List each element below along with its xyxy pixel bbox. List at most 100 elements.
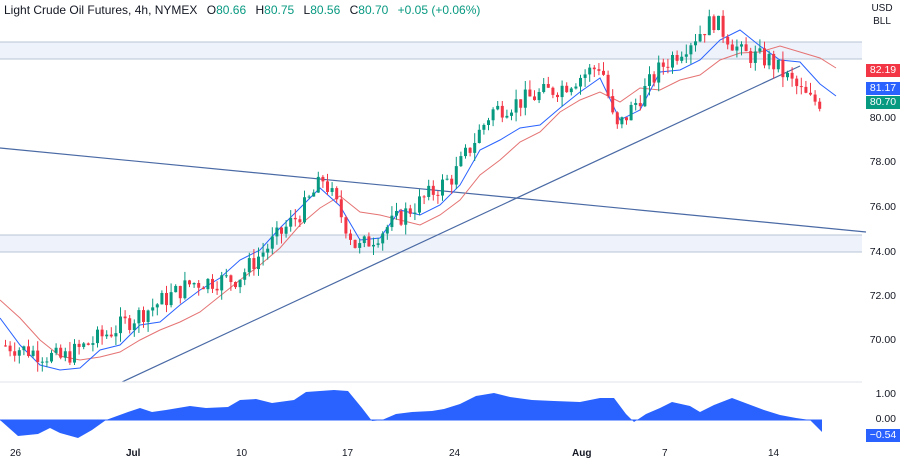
candle[interactable] (229, 275, 233, 283)
candle[interactable] (427, 185, 431, 197)
candle[interactable] (31, 350, 35, 356)
candle[interactable] (666, 66, 670, 68)
candle[interactable] (473, 142, 477, 153)
candle[interactable] (790, 72, 794, 79)
candle[interactable] (629, 104, 633, 121)
candle[interactable] (680, 56, 684, 61)
candle[interactable] (583, 74, 587, 78)
candle[interactable] (592, 67, 596, 70)
candle[interactable] (813, 94, 817, 102)
candle[interactable] (799, 86, 803, 88)
candle[interactable] (519, 99, 523, 108)
candle[interactable] (45, 361, 49, 363)
candle[interactable] (781, 59, 785, 78)
candle[interactable] (809, 92, 812, 95)
candle[interactable] (698, 34, 702, 42)
candle[interactable] (615, 112, 619, 125)
candle[interactable] (477, 129, 481, 143)
candle[interactable] (68, 351, 72, 363)
candle[interactable] (376, 243, 380, 245)
candle[interactable] (27, 346, 30, 356)
candle[interactable] (358, 243, 362, 248)
candle[interactable] (91, 343, 95, 345)
candle[interactable] (243, 272, 247, 280)
candle[interactable] (721, 15, 725, 37)
candle[interactable] (146, 310, 150, 322)
candle[interactable] (252, 258, 256, 270)
ascending-trendline[interactable] (121, 65, 801, 383)
candle[interactable] (289, 217, 293, 227)
candle[interactable] (142, 310, 145, 322)
candle[interactable] (73, 343, 76, 363)
candle[interactable] (602, 70, 605, 75)
candle[interactable] (565, 85, 569, 93)
candle[interactable] (496, 105, 500, 110)
candle[interactable] (238, 279, 242, 288)
candle[interactable] (4, 345, 7, 347)
candle[interactable] (119, 316, 122, 334)
candle[interactable] (307, 196, 311, 198)
candle[interactable] (96, 329, 99, 344)
candle[interactable] (284, 226, 288, 234)
candle[interactable] (671, 54, 674, 68)
candle[interactable] (123, 316, 127, 319)
candle[interactable] (712, 16, 716, 31)
candle[interactable] (178, 285, 182, 299)
candle[interactable] (804, 86, 808, 93)
candle[interactable] (441, 179, 444, 196)
candle[interactable] (454, 166, 458, 185)
candle[interactable] (556, 94, 559, 98)
candle[interactable] (137, 310, 141, 324)
candle[interactable] (772, 53, 776, 70)
candle[interactable] (546, 84, 550, 88)
resistance-zone[interactable] (0, 42, 862, 59)
candle[interactable] (381, 233, 385, 244)
candle[interactable] (776, 59, 780, 70)
candle[interactable] (261, 252, 265, 257)
candlestick-series[interactable] (4, 9, 822, 372)
candle[interactable] (763, 48, 766, 66)
candle[interactable] (128, 318, 132, 330)
candle[interactable] (740, 44, 743, 47)
candle[interactable] (694, 41, 697, 46)
candle[interactable] (523, 89, 527, 108)
candle[interactable] (758, 48, 762, 52)
candle[interactable] (206, 278, 210, 290)
candle[interactable] (344, 217, 348, 234)
candle[interactable] (335, 188, 339, 200)
candle[interactable] (105, 334, 109, 337)
candle[interactable] (574, 86, 578, 89)
candle[interactable] (395, 210, 398, 216)
candle[interactable] (362, 236, 366, 244)
candle[interactable] (270, 236, 274, 249)
candle[interactable] (606, 74, 610, 97)
candle[interactable] (625, 117, 628, 121)
candle[interactable] (132, 323, 136, 330)
currency-unit[interactable]: USD BLL (865, 2, 899, 28)
candle[interactable] (192, 283, 196, 285)
candle[interactable] (648, 74, 651, 87)
candle[interactable] (450, 178, 454, 185)
candle[interactable] (59, 347, 63, 358)
candle[interactable] (551, 87, 555, 95)
candle[interactable] (86, 343, 90, 345)
candle[interactable] (13, 351, 17, 356)
candle[interactable] (675, 54, 679, 61)
candle[interactable] (418, 196, 421, 213)
candle[interactable] (293, 217, 297, 220)
candle[interactable] (82, 343, 86, 347)
candle[interactable] (643, 86, 647, 107)
candle[interactable] (169, 292, 173, 306)
candle[interactable] (514, 99, 518, 113)
candle[interactable] (569, 88, 573, 93)
candle[interactable] (330, 188, 334, 192)
candle[interactable] (436, 194, 440, 196)
candle[interactable] (661, 62, 665, 67)
candle[interactable] (404, 208, 408, 225)
candle[interactable] (197, 283, 201, 288)
candle[interactable] (505, 115, 509, 118)
candle[interactable] (413, 212, 417, 214)
candle[interactable] (487, 120, 490, 125)
candle[interactable] (8, 345, 12, 352)
